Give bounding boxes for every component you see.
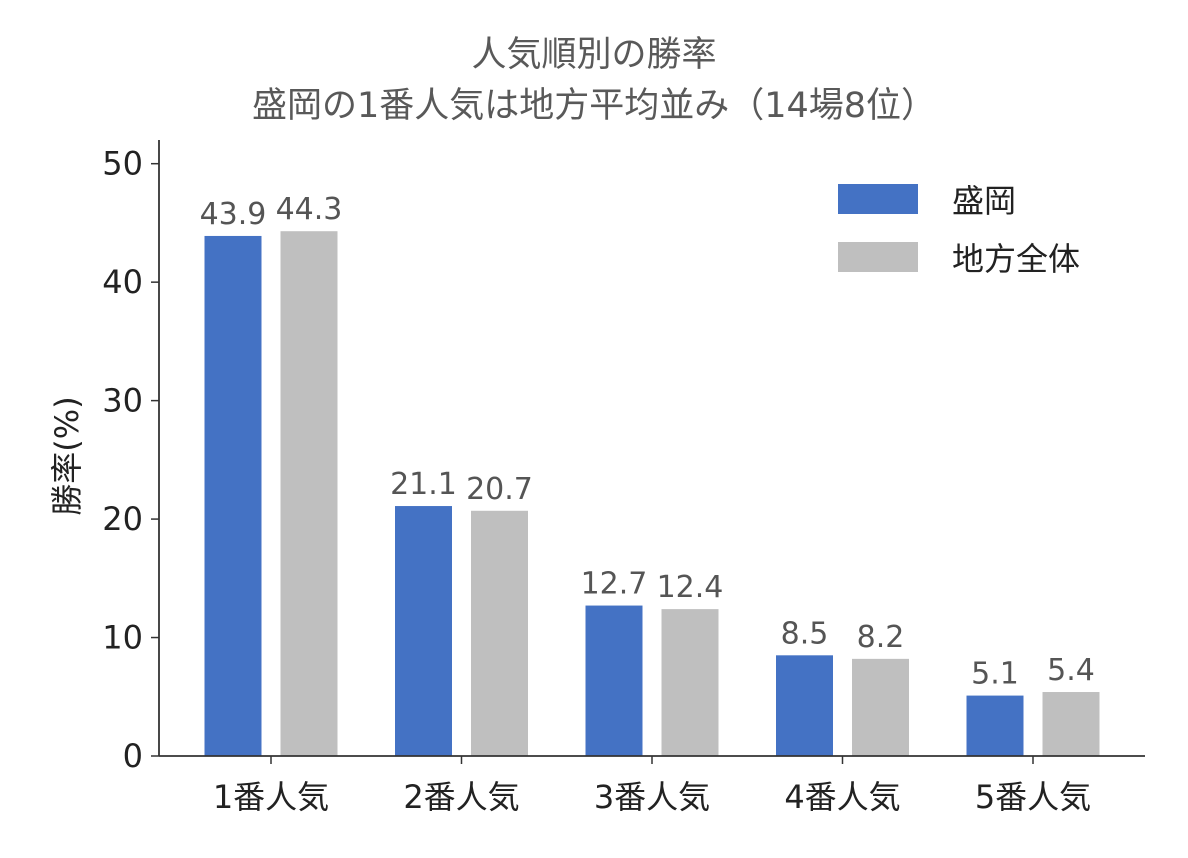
bar-all-3 xyxy=(661,609,719,756)
bar-all-2 xyxy=(471,510,528,756)
value-label-morioka-2: 21.1 xyxy=(390,467,457,502)
y-tick-label-30: 30 xyxy=(102,382,143,420)
legend-swatch-all xyxy=(838,242,918,272)
chart-title: 人気順別の勝率 xyxy=(471,35,717,75)
bar-morioka-2 xyxy=(395,506,452,756)
bar-morioka-3 xyxy=(585,605,643,756)
y-tick-label-0: 0 xyxy=(123,737,143,775)
value-label-morioka-5: 5.1 xyxy=(971,657,1019,692)
legend-item-morioka: 盛岡 xyxy=(838,170,1080,228)
x-tick-label-4: 4番人気 xyxy=(784,778,900,816)
legend: 盛岡 地方全体 xyxy=(838,170,1080,286)
x-tick-label-3: 3番人気 xyxy=(594,778,710,816)
bar-all-5 xyxy=(1042,692,1100,756)
y-tick-label-10: 10 xyxy=(102,619,143,657)
bar-all-1 xyxy=(280,231,338,756)
x-tick-label-1: 1番人気 xyxy=(213,778,329,816)
value-label-all-3: 12.4 xyxy=(657,570,724,605)
bar-all-4 xyxy=(852,658,909,756)
chart-subtitle: 盛岡の1番人気は地方平均並み（14場8位） xyxy=(251,86,937,126)
value-label-morioka-1: 43.9 xyxy=(200,197,267,232)
y-tick-label-50: 50 xyxy=(102,145,143,183)
y-tick-label-20: 20 xyxy=(102,500,143,538)
legend-label-morioka: 盛岡 xyxy=(952,182,1017,220)
value-label-all-4: 8.2 xyxy=(857,620,905,655)
value-label-morioka-4: 8.5 xyxy=(781,616,829,651)
value-label-all-5: 5.4 xyxy=(1047,653,1095,688)
value-label-all-2: 20.7 xyxy=(466,472,533,507)
value-label-all-1: 44.3 xyxy=(276,192,343,227)
bar-morioka-4 xyxy=(776,655,833,756)
value-label-morioka-3: 12.7 xyxy=(581,567,648,602)
y-tick-label-40: 40 xyxy=(102,263,143,301)
x-tick-label-2: 2番人気 xyxy=(403,778,519,816)
legend-item-all: 地方全体 xyxy=(838,228,1080,286)
bar-morioka-1 xyxy=(204,235,262,756)
legend-swatch-morioka xyxy=(838,184,918,214)
x-tick-label-5: 5番人気 xyxy=(975,778,1091,816)
legend-label-all: 地方全体 xyxy=(952,240,1081,278)
bar-morioka-5 xyxy=(966,695,1024,756)
